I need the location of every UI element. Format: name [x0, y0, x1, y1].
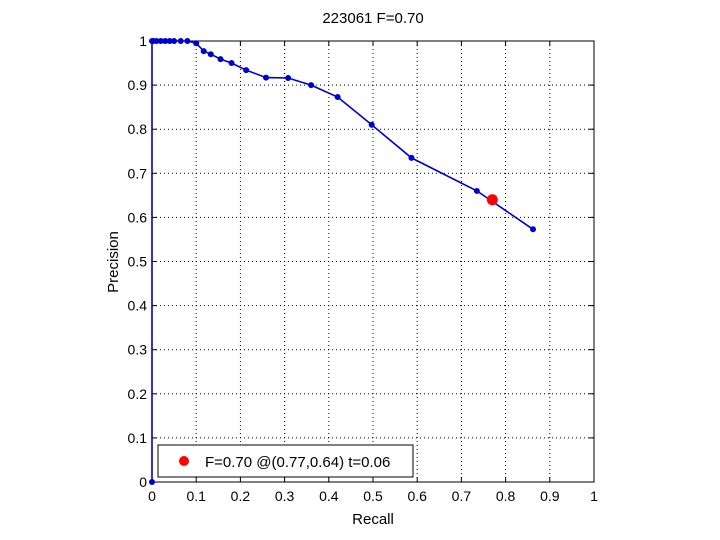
x-tick-label: 0: [148, 488, 156, 504]
y-tick-label: 0.6: [128, 209, 148, 225]
pr-curve-point: [157, 38, 164, 44]
pr-curve-point: [217, 56, 224, 63]
y-tick-label: 0.8: [128, 121, 148, 137]
pr-curve-point: [171, 38, 178, 44]
legend-marker-dot: [179, 456, 189, 466]
pr-curve-point: [153, 38, 160, 44]
pr-curve-point: [473, 187, 480, 194]
y-tick-label: 0.7: [128, 165, 148, 181]
y-tick-label: 1: [139, 33, 147, 49]
pr-curve-point: [228, 60, 235, 67]
x-tick-label: 0.5: [363, 488, 383, 504]
y-tick-label: 0.5: [128, 254, 148, 270]
x-tick-label: 0.4: [319, 488, 339, 504]
pr-curve-point: [285, 75, 292, 82]
best-point-layer: [486, 194, 498, 206]
y-tick-label: 0.3: [128, 342, 148, 358]
pr-curve-point: [200, 48, 207, 55]
x-tick-label: 0.8: [496, 488, 516, 504]
x-tick-label: 0.1: [186, 488, 206, 504]
pr-curve-point: [263, 74, 270, 81]
legend: F=0.70 @(0.77,0.64) t=0.06: [157, 444, 414, 478]
x-tick-label: 0.3: [275, 488, 295, 504]
pr-curve-point: [408, 154, 415, 161]
pr-curve-point: [162, 38, 169, 44]
y-tick-label: 0.1: [128, 430, 148, 446]
pr-curve-point: [308, 82, 315, 89]
pr-curve-point: [334, 94, 341, 101]
pr-curve-point: [368, 121, 375, 128]
x-tick-label: 0.2: [231, 488, 251, 504]
pr-curve-point: [166, 38, 173, 44]
series-layer: [149, 38, 537, 485]
y-tick-label: 0: [139, 474, 147, 490]
y-tick-label: 0.9: [128, 77, 148, 93]
pr-curve-point: [530, 226, 537, 233]
pr-curve-point: [177, 38, 184, 44]
legend-label: F=0.70 @(0.77,0.64) t=0.06: [205, 454, 390, 471]
x-tick-label: 1: [590, 488, 598, 504]
x-tick-label: 0.7: [452, 488, 472, 504]
pr-curve-point: [149, 479, 155, 485]
y-axis-label: Precision: [105, 231, 122, 293]
x-tick-label: 0.6: [407, 488, 427, 504]
best-f-point: [486, 194, 498, 206]
legend-box: [157, 444, 414, 478]
y-tick-label: 0.2: [128, 386, 148, 402]
x-tick-label: 0.9: [540, 488, 560, 504]
x-axis-label: Recall: [352, 511, 394, 528]
pr-curve-point: [243, 67, 250, 74]
pr-curve-point: [184, 38, 191, 44]
axis-ticks: 0 0.1 0.2 0.3 0.4 0.5 0.6 0.7 0.8 0.9 1 0 0.1 0.2 0.3 0…: [128, 33, 599, 504]
pr-curve-point: [193, 40, 200, 47]
grid-lines: [152, 41, 594, 482]
pr-curve-point: [207, 51, 214, 58]
pr-curve-line: [151, 40, 534, 482]
chart-title: 223061 F=0.70: [322, 10, 423, 27]
y-tick-label: 0.4: [128, 298, 148, 314]
